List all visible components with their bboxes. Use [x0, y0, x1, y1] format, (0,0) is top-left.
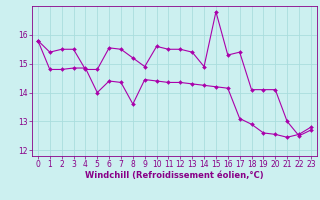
X-axis label: Windchill (Refroidissement éolien,°C): Windchill (Refroidissement éolien,°C)	[85, 171, 264, 180]
